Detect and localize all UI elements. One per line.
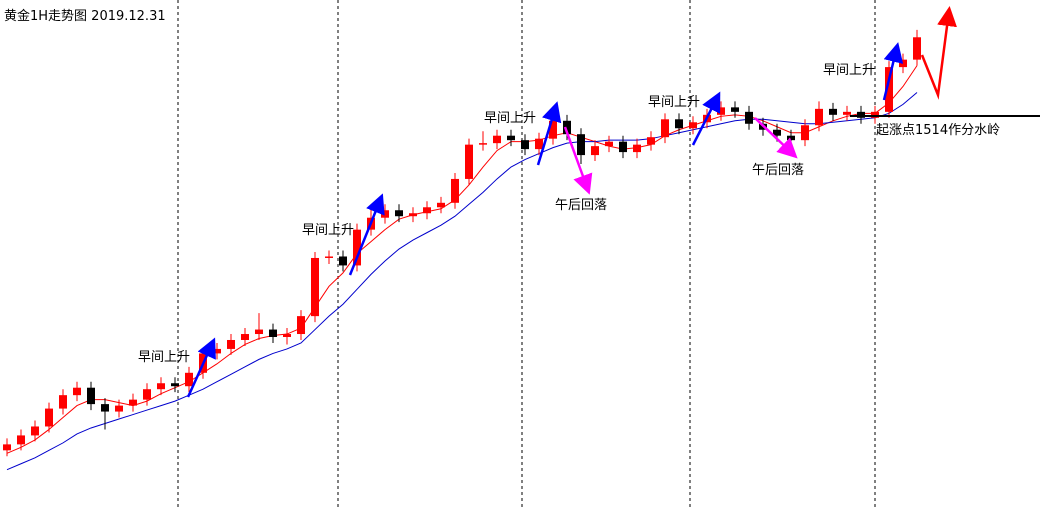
candle-body	[353, 229, 361, 266]
candle-body	[815, 108, 823, 126]
candle-body	[717, 107, 725, 115]
arrow	[536, 101, 562, 166]
candle-body	[689, 122, 697, 129]
candle-body	[773, 129, 781, 136]
candle-body	[409, 213, 417, 217]
arrow	[563, 126, 593, 195]
candle-body	[241, 334, 249, 340]
candle-body	[115, 405, 123, 412]
annotation: 早间上升	[823, 63, 875, 78]
candle-body	[87, 387, 95, 405]
candle-body	[885, 67, 893, 112]
candle-body	[451, 178, 459, 203]
session-separators	[177, 0, 876, 507]
candle-body	[857, 111, 865, 118]
candle-body	[843, 111, 851, 115]
candle-body	[45, 408, 53, 427]
annotation: 早间上升	[484, 111, 536, 126]
arrow	[186, 337, 216, 398]
candle-body	[3, 444, 11, 451]
candle-body	[73, 387, 81, 396]
candle-body	[395, 210, 403, 217]
plot	[3, 29, 921, 471]
moving-average	[6, 65, 918, 454]
candle-body	[255, 329, 263, 335]
arrow	[691, 91, 721, 146]
candle-body	[647, 137, 655, 145]
arrow	[882, 42, 904, 101]
candle-body	[619, 141, 627, 153]
candle-body	[913, 37, 921, 60]
candle-body	[605, 141, 613, 147]
candle-body	[801, 125, 809, 141]
arrow	[348, 193, 385, 276]
moving-average	[6, 92, 918, 471]
candle-body	[157, 383, 165, 390]
candle-body	[829, 108, 837, 115]
candle-body	[339, 256, 347, 266]
candle-body	[661, 119, 669, 138]
chart-title: 黄金1H走势图 2019.12.31	[4, 8, 166, 24]
candle-body	[171, 383, 179, 387]
candle-body	[227, 339, 235, 349]
candle-body	[31, 426, 39, 436]
candle-body	[283, 334, 291, 338]
annotation: 起涨点1514作分水岭	[876, 123, 1000, 138]
candle-body	[465, 144, 473, 179]
annotation: 早间上升	[302, 223, 354, 238]
candle-body	[213, 348, 221, 354]
candle-body	[633, 144, 641, 153]
arrow	[920, 6, 957, 100]
candle-body	[563, 120, 571, 135]
candle-body	[297, 316, 305, 335]
candle-body	[381, 210, 389, 218]
arrows	[186, 6, 1040, 398]
candle-body	[185, 372, 193, 387]
candle-body	[143, 389, 151, 400]
candle-body	[17, 435, 25, 445]
candle-body	[577, 134, 585, 156]
arrow	[754, 117, 798, 159]
candle-body	[101, 404, 109, 412]
candle-body	[591, 146, 599, 156]
candle-body	[731, 107, 739, 112]
candle-body	[871, 111, 879, 118]
candle-body	[423, 207, 431, 214]
candle-body	[787, 135, 795, 141]
candle-body	[129, 399, 137, 406]
annotation: 午后回落	[752, 163, 804, 178]
candle-body	[535, 138, 543, 150]
candle-body	[311, 257, 319, 317]
candle-body	[59, 395, 67, 409]
candle-body	[325, 256, 333, 258]
candle-body	[493, 135, 501, 144]
candle-body	[507, 135, 515, 141]
annotation: 午后回落	[555, 198, 607, 213]
candle-body	[675, 119, 683, 129]
candle-body	[549, 120, 557, 139]
annotation: 早间上升	[138, 350, 190, 365]
candle-body	[479, 143, 487, 145]
candle-body	[269, 329, 277, 338]
candle-body	[899, 59, 907, 68]
candle-body	[437, 202, 445, 208]
annotation: 早间上升	[648, 95, 700, 110]
candle-body	[521, 140, 529, 150]
candle-body	[745, 111, 753, 124]
